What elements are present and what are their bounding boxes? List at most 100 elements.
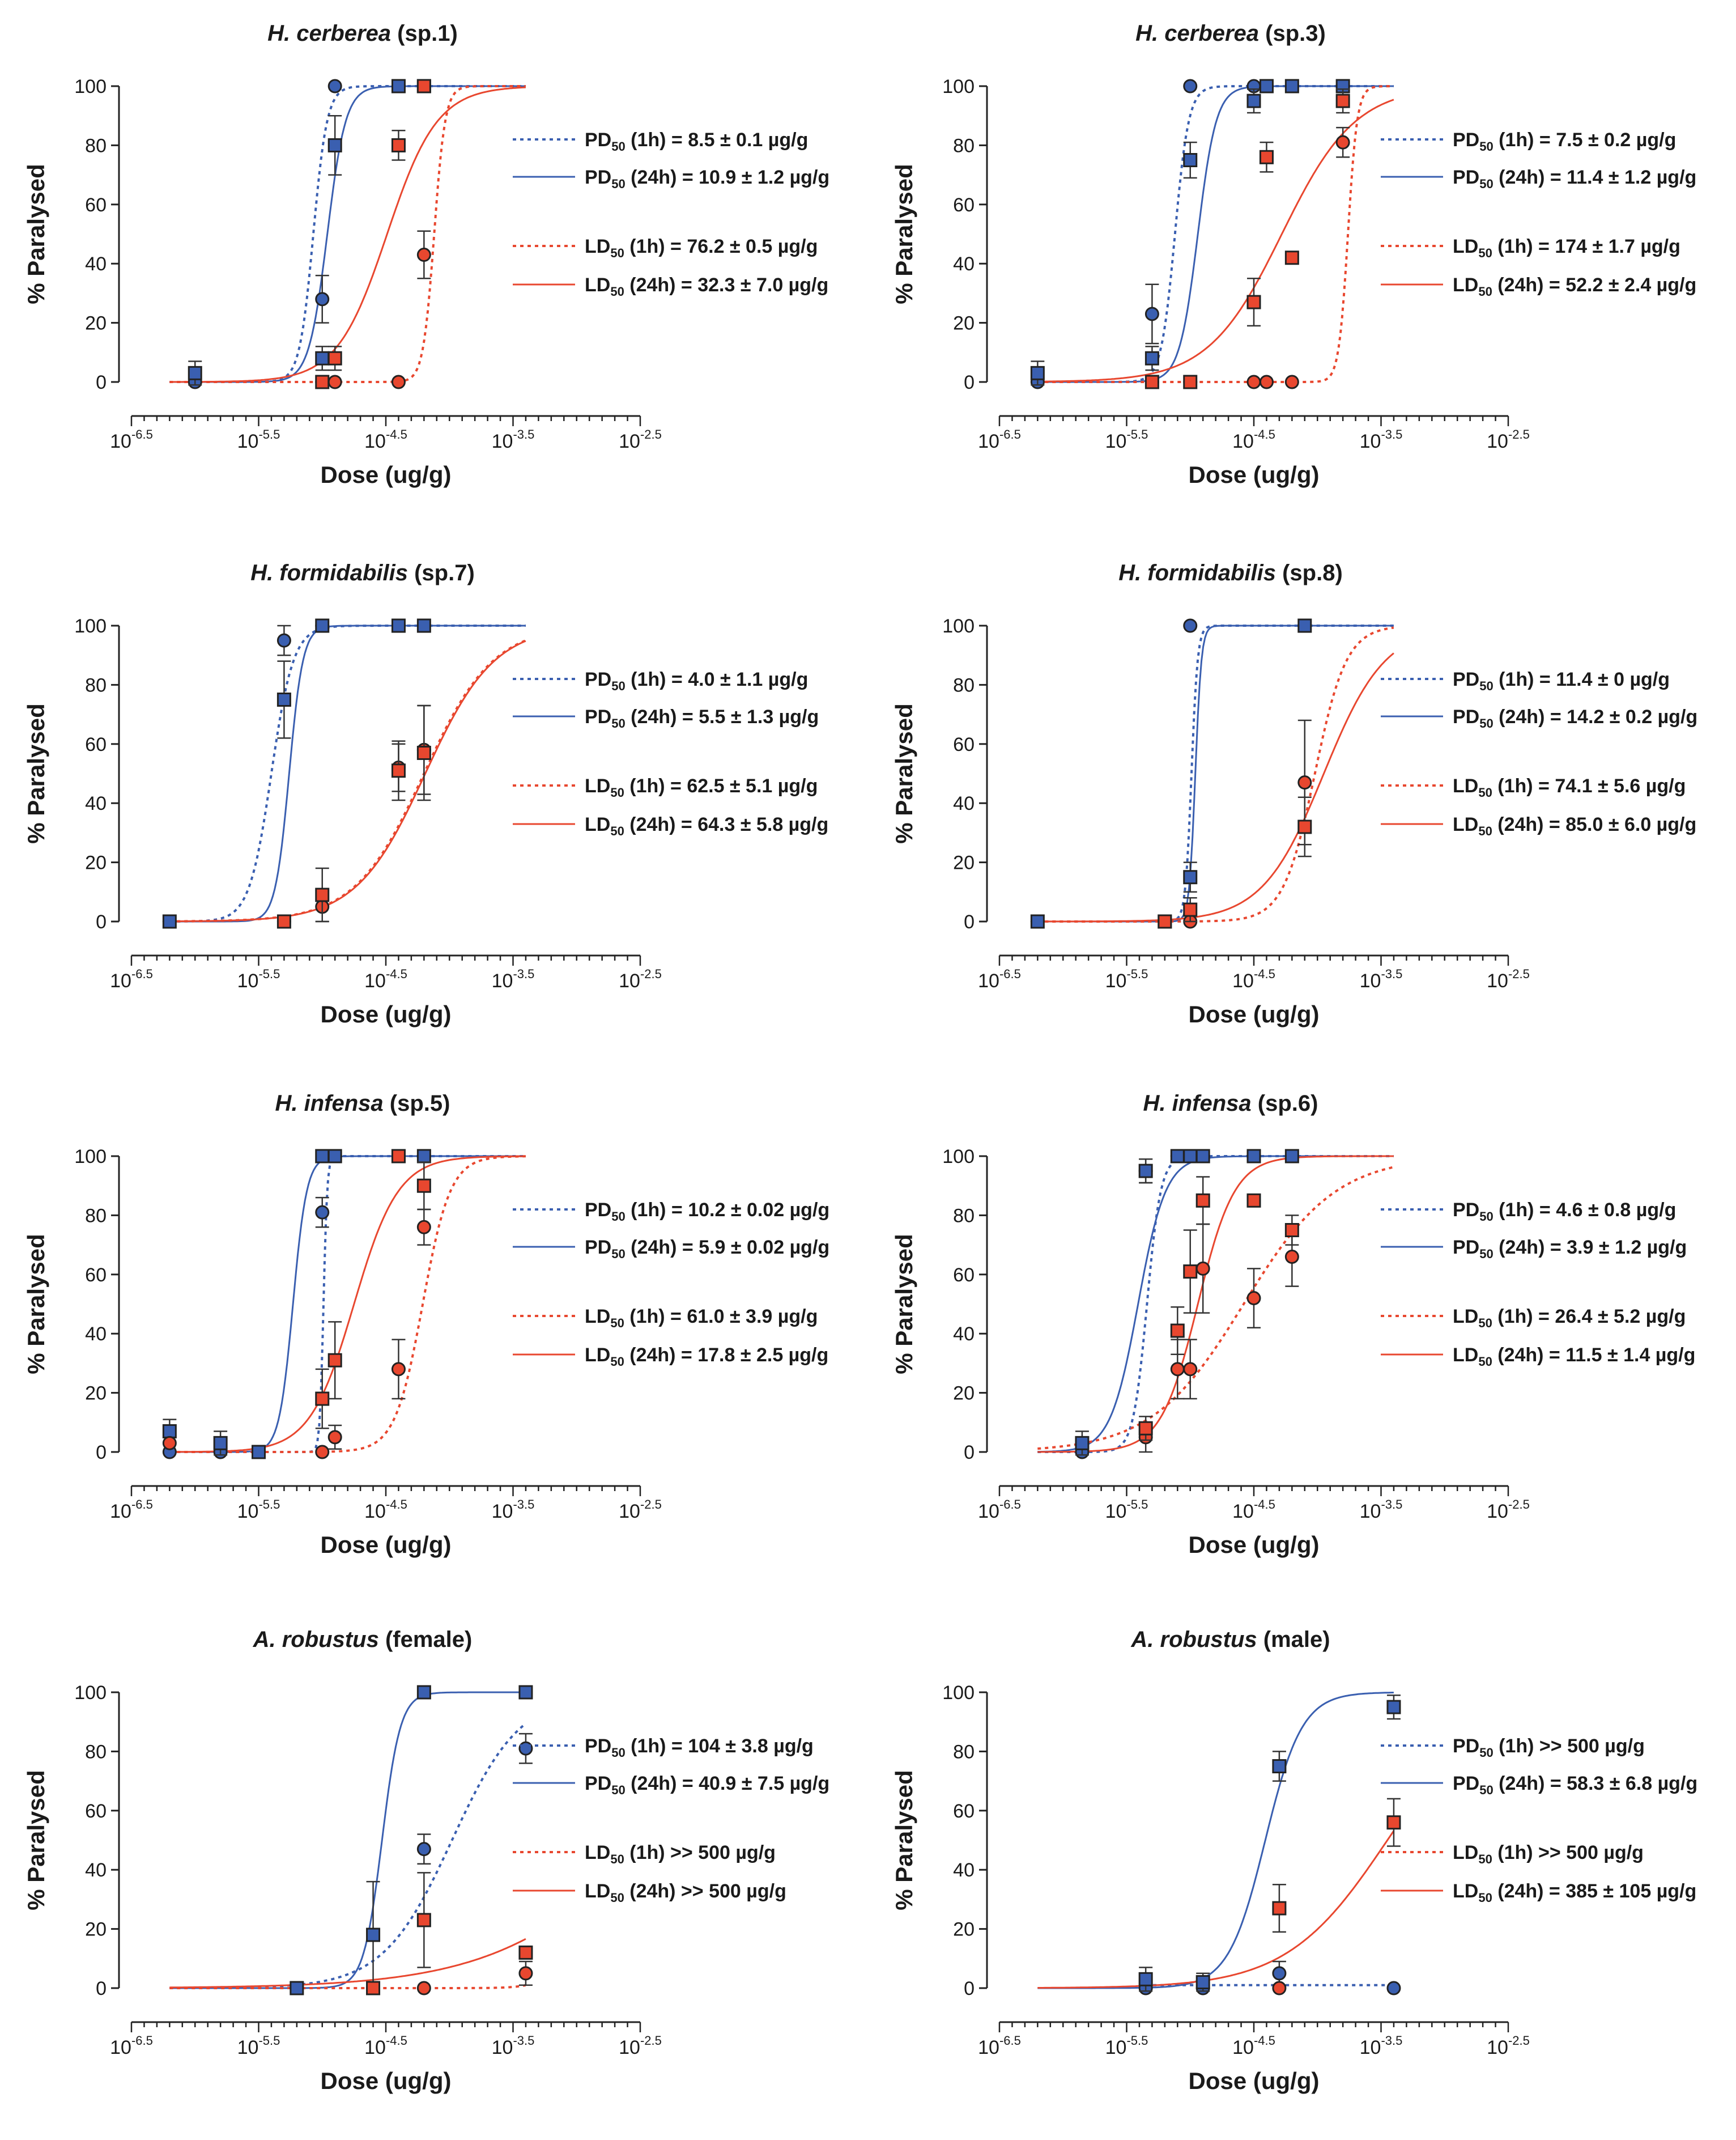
legend-subscript: 50 [1478, 824, 1492, 838]
legend-value: (24h) = 64.3 ± 5.8 µg/g [624, 814, 828, 835]
legend-metric: PD [1453, 1735, 1479, 1757]
data-point [416, 1913, 431, 1927]
x-tick-label: 10-4.5 [364, 967, 407, 992]
data-point [416, 1220, 431, 1234]
legend-metric: PD [585, 706, 611, 728]
x-tick-exponent: -2.5 [640, 427, 662, 441]
x-tick-exponent: -6.5 [131, 967, 153, 981]
legend-subscript: 50 [611, 1209, 625, 1224]
x-axis-label: Dose (ug/g) [1189, 2067, 1320, 2094]
x-tick-exponent: -5.5 [258, 1497, 280, 1511]
legend-subscript: 50 [1479, 177, 1493, 191]
x-tick-label: 10-4.5 [1232, 967, 1275, 992]
legend-entry: LD50 (24h) = 11.5 ± 1.4 µg/g [1453, 1344, 1695, 1369]
legend-metric: LD [585, 814, 610, 835]
legend-metric: PD [1453, 129, 1479, 151]
legend-value: (1h) = 4.6 ± 0.8 µg/g [1494, 1199, 1677, 1221]
y-tick-label: 100 [74, 1146, 107, 1167]
data-point [162, 914, 177, 929]
x-tick-exponent: -4.5 [1254, 427, 1275, 441]
chart-title: H. infensa (sp.6) [1143, 1091, 1318, 1116]
y-tick-label: 40 [85, 1859, 107, 1881]
data-point [315, 1445, 330, 1459]
legend-subscript: 50 [610, 1852, 624, 1866]
y-tick-label: 60 [953, 734, 975, 755]
data-point [1386, 1981, 1401, 1995]
data-point [1272, 1901, 1287, 1916]
legend-metric: LD [1453, 236, 1478, 257]
data-point [1335, 94, 1350, 108]
data-point [1284, 375, 1299, 389]
x-tick-exponent: -5.5 [1126, 2033, 1148, 2048]
x-tick-base: 10 [978, 970, 999, 992]
data-point [1272, 1759, 1287, 1773]
x-tick-base: 10 [1487, 431, 1508, 452]
data-point [391, 375, 406, 389]
y-tick-label: 80 [85, 1205, 107, 1226]
x-tick-base: 10 [619, 1501, 640, 1522]
fit-curve [169, 1938, 526, 1989]
x-tick-label: 10-6.5 [110, 1497, 153, 1522]
legend-metric: LD [1453, 1880, 1478, 1902]
legend-entry: PD50 (24h) = 58.3 ± 6.8 µg/g [1453, 1773, 1697, 1797]
x-tick-base: 10 [978, 431, 999, 452]
y-tick-label: 40 [953, 1323, 975, 1345]
legend-metric: LD [585, 1842, 610, 1863]
data-point [188, 366, 202, 380]
legend-entry: PD50 (24h) = 10.9 ± 1.2 µg/g [585, 167, 829, 191]
legend-value: (24h) = 5.9 ± 0.02 µg/g [626, 1237, 829, 1258]
legend-value: (24h) = 52.2 ± 2.4 µg/g [1492, 274, 1696, 296]
legend-entry: LD50 (1h) = 174 ± 1.7 µg/g [1453, 236, 1680, 260]
data-point [1297, 618, 1312, 633]
x-tick-exponent: -5.5 [258, 967, 280, 981]
data-point [366, 1981, 381, 1995]
chart-panel-5: H. infensa (sp.5) 0 20 40 60 80 100 % Paralysed… [23, 1091, 829, 1558]
x-tick-base: 10 [110, 970, 131, 992]
legend-metric: PD [1453, 1237, 1479, 1258]
x-axis-label: Dose (ug/g) [321, 1001, 452, 1027]
x-axis-label: Dose (ug/g) [1189, 1001, 1320, 1027]
x-tick-label: 10-3.5 [1360, 967, 1403, 992]
data-point [315, 1149, 330, 1164]
data-point [290, 1981, 304, 1995]
legend-metric: LD [585, 1306, 610, 1327]
legend-value: (24h) = 40.9 ± 7.5 µg/g [626, 1773, 829, 1794]
x-tick-base: 10 [1232, 970, 1254, 992]
x-tick-base: 10 [1360, 2037, 1381, 2058]
data-point [518, 1685, 533, 1700]
y-tick-label: 0 [96, 372, 107, 393]
x-tick-label: 10-4.5 [364, 1497, 407, 1522]
x-tick-exponent: -2.5 [640, 1497, 662, 1511]
x-tick-exponent: -3.5 [513, 2033, 534, 2048]
fit-curve [169, 86, 526, 383]
x-tick-exponent: -3.5 [513, 967, 534, 981]
y-tick-label: 40 [953, 793, 975, 814]
data-point [391, 618, 406, 633]
legend-entry: LD50 (1h) = 76.2 ± 0.5 µg/g [585, 236, 818, 260]
data-point [1144, 307, 1159, 321]
chart-panel-3: H. formidabilis (sp.7) 0 20 40 60 80 100 % Para… [23, 561, 828, 1027]
data-point [315, 292, 330, 307]
chart-title: H. formidabilis (sp.7) [250, 561, 475, 585]
fit-curve [1037, 1155, 1394, 1453]
x-tick-exponent: -6.5 [999, 2033, 1021, 2048]
data-point [1075, 1436, 1090, 1450]
fit-curve [1037, 625, 1394, 923]
data-point [1158, 914, 1172, 929]
data-point [518, 1966, 533, 1981]
data-point [1386, 1815, 1401, 1830]
x-tick-exponent: -4.5 [386, 427, 407, 441]
legend-subscript: 50 [611, 679, 625, 693]
legend-entry: LD50 (24h) = 85.0 ± 6.0 µg/g [1453, 814, 1696, 838]
data-point [1195, 1193, 1210, 1208]
legend-subscript: 50 [1478, 1891, 1492, 1905]
y-tick-label: 100 [74, 76, 107, 97]
fit-curve [169, 625, 526, 923]
x-tick-base: 10 [1105, 2037, 1127, 2058]
y-axis-label: % Paralysed [891, 1234, 917, 1374]
fit-curve [1037, 1155, 1394, 1453]
y-tick-label: 60 [85, 1801, 107, 1822]
x-tick-exponent: -4.5 [1254, 2033, 1275, 2048]
